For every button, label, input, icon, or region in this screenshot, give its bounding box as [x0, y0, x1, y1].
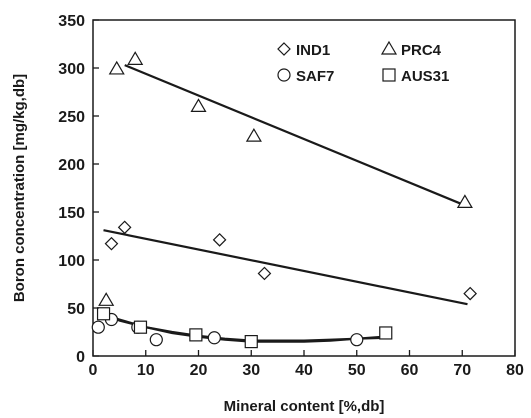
legend: IND1 PRC4 SAF7 AUS31	[277, 40, 449, 85]
point-ind1	[104, 236, 119, 251]
y-tick-label: 250	[58, 109, 85, 126]
y-tick-label: 0	[76, 349, 85, 366]
point-aus31	[133, 320, 148, 334]
x-axis-title: Mineral content [%,db]	[224, 398, 385, 415]
point-prc4	[98, 292, 115, 306]
y-tick-label: 50	[67, 301, 85, 318]
y-tick-label: 150	[58, 205, 85, 222]
data-markers	[91, 51, 478, 349]
trendline-ind1	[103, 229, 468, 306]
legend-marker-ind1	[277, 42, 291, 56]
axis-ticks: 0 10 20 30 40 50 60 70 80 0 50 100 150 200 250 300 350	[58, 13, 524, 379]
legend-marker-aus31	[382, 68, 396, 82]
point-ind1	[117, 220, 132, 235]
y-tick-label: 100	[58, 253, 85, 270]
point-ind1	[212, 232, 227, 247]
point-aus31	[96, 307, 111, 321]
x-tick-label: 20	[190, 362, 208, 379]
point-prc4	[127, 51, 144, 65]
point-saf7	[149, 333, 163, 347]
x-tick-label: 70	[453, 362, 471, 379]
legend-label-saf7: SAF7	[296, 68, 334, 85]
legend-label-prc4: PRC4	[401, 42, 442, 59]
legend-marker-prc4	[380, 40, 398, 55]
point-ind1	[257, 266, 272, 281]
point-saf7	[207, 331, 221, 345]
legend-label-aus31: AUS31	[401, 68, 449, 85]
x-tick-label: 50	[348, 362, 366, 379]
point-aus31	[189, 328, 203, 342]
point-aus31	[244, 335, 258, 349]
x-tick-label: 80	[506, 362, 524, 379]
trendlines	[97, 64, 468, 343]
point-prc4	[245, 127, 262, 142]
x-tick-label: 60	[401, 362, 419, 379]
y-axis-title: Boron concentration [mg/kg,db]	[11, 74, 28, 302]
point-saf7	[350, 333, 364, 347]
legend-marker-saf7	[277, 68, 291, 82]
trendline-prc4	[124, 64, 463, 206]
point-prc4	[108, 60, 125, 75]
x-tick-label: 10	[137, 362, 155, 379]
point-aus31	[379, 326, 393, 340]
point-prc4	[190, 98, 207, 113]
point-saf7	[91, 320, 105, 334]
x-tick-label: 30	[242, 362, 260, 379]
y-tick-label: 350	[58, 13, 85, 30]
y-tick-label: 300	[58, 61, 85, 78]
y-tick-label: 200	[58, 157, 85, 174]
point-ind1	[463, 286, 478, 301]
legend-label-ind1: IND1	[296, 42, 330, 59]
x-tick-label: 0	[89, 362, 98, 379]
x-tick-label: 40	[295, 362, 313, 379]
point-prc4	[456, 194, 473, 208]
